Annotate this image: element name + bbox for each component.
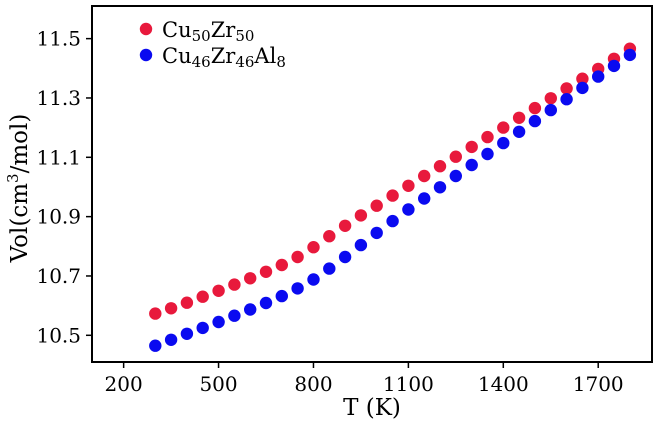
data-point [291,250,304,264]
legend-marker [139,48,153,62]
data-point [275,258,288,272]
x-tick-label: 1700 [573,372,624,396]
data-point [149,307,162,320]
data-point [386,214,399,228]
data-point [512,111,526,125]
data-point [402,203,415,216]
data-point [465,140,478,154]
data-point [592,70,605,83]
x-axis-ticks: 200 500 800 1100 1400 1700 [105,362,624,396]
data-point [164,302,178,315]
x-tick-label: 800 [294,372,332,396]
legend-item: Cu50​Zr50​ [139,18,254,45]
data-point [576,81,589,95]
data-point [433,160,447,173]
data-point [338,219,352,232]
data-point [259,296,273,310]
plot-frame [91,5,653,363]
data-point [259,265,273,278]
data-point [433,181,447,194]
data-point [481,130,494,144]
y-tick-label: 10.7 [36,264,81,288]
legend: Cu50​Zr50​Cu46​Zr46​Al8​ [139,18,286,71]
data-point [196,290,209,303]
data-point [465,158,478,172]
y-tick-label: 11.3 [36,86,81,110]
data-point [370,199,383,212]
data-point [275,289,288,303]
x-tick-label: 500 [199,372,237,396]
data-point [497,136,510,150]
data-point [528,101,542,115]
legend-label: Cu46​Zr46​Al8​ [162,44,286,71]
data-point [212,284,225,297]
data-point [338,250,352,264]
data-point [481,147,494,161]
data-point [354,209,368,222]
data-point [323,230,336,243]
data-point [307,241,320,254]
data-point [212,315,225,329]
y-tick-label: 10.9 [36,205,81,229]
data-point [244,303,257,316]
data-point [228,309,241,322]
legend-marker [139,22,153,36]
data-point [291,282,304,295]
y-axis-ticks: 10.5 10.7 10.9 11.1 11.3 11.5 [36,27,92,347]
data-point [149,339,162,352]
data-point [180,296,194,309]
x-tick-label: 200 [105,372,143,396]
data-point [323,262,336,275]
x-tick-label: 1100 [383,372,434,396]
y-axis-label: Vol(cm3/mol) [4,114,33,264]
data-point [449,150,462,163]
data-point [418,169,431,183]
data-point [623,48,637,62]
series-0 [149,42,637,320]
data-point [196,321,209,335]
y-tick-label: 10.5 [36,323,81,347]
data-point [449,169,462,183]
data-point [386,189,399,202]
data-point [560,93,573,106]
y-tick-label: 11.1 [36,145,81,169]
legend-label: Cu50​Zr50​ [162,18,254,45]
data-point [512,125,526,138]
data-point [307,273,320,286]
data-point [402,179,415,192]
data-points [149,42,637,352]
data-point [607,59,621,73]
data-point [228,278,241,291]
data-point [560,82,573,95]
data-point [544,103,557,117]
data-point [164,333,178,346]
data-point [544,92,557,105]
y-tick-label: 11.5 [36,27,81,51]
data-point [497,121,510,134]
series-1 [149,48,637,352]
data-point [180,327,194,340]
x-tick-label: 1400 [478,372,529,396]
data-point [528,114,542,128]
legend-item: Cu46​Zr46​Al8​ [139,44,286,71]
data-point [244,272,257,285]
data-point [576,72,589,85]
x-axis-label: T (K) [343,395,401,421]
data-point [418,192,431,205]
data-point [370,226,383,240]
data-point [354,238,368,252]
